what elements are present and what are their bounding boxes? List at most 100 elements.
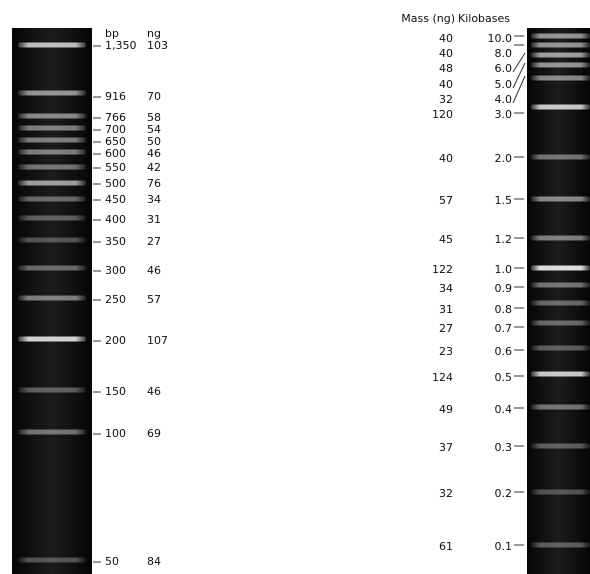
- size-label: 200: [105, 334, 126, 347]
- mass-label: 70: [147, 90, 161, 103]
- size-label: 1,350: [105, 39, 137, 52]
- band: [531, 266, 590, 271]
- size-label: 300: [105, 264, 126, 277]
- ladder-figure: bp ng Mass (ng) Kilobases 1,350103916707…: [0, 0, 590, 574]
- mass-label: 120: [432, 108, 453, 121]
- mass-label: 45: [439, 233, 453, 246]
- mass-label: 107: [147, 334, 168, 347]
- band: [18, 43, 86, 48]
- mass-label: 42: [147, 161, 161, 174]
- size-label: 350: [105, 235, 126, 248]
- band: [18, 181, 86, 186]
- mass-label: 46: [147, 264, 161, 277]
- band: [18, 165, 86, 170]
- band: [18, 91, 86, 96]
- mass-label: 46: [147, 385, 161, 398]
- size-label: 4.0: [495, 93, 513, 106]
- band: [18, 138, 86, 143]
- band: [531, 34, 590, 39]
- size-label: 1.5: [495, 194, 513, 207]
- band: [531, 236, 590, 241]
- size-label: 50: [105, 555, 119, 568]
- band: [531, 490, 590, 495]
- mass-label: 34: [147, 193, 161, 206]
- size-label: 0.6: [495, 345, 513, 358]
- size-label: 0.4: [495, 403, 513, 416]
- mass-label: 27: [147, 235, 161, 248]
- mass-label: 122: [432, 263, 453, 276]
- mass-label: 124: [432, 371, 453, 384]
- mass-label: 23: [439, 345, 453, 358]
- size-label: 916: [105, 90, 126, 103]
- mass-label: 40: [439, 47, 453, 60]
- band: [18, 126, 86, 131]
- band: [531, 372, 590, 377]
- size-label: 0.9: [495, 282, 513, 295]
- mass-label: 34: [439, 282, 453, 295]
- mass-label: 49: [439, 403, 453, 416]
- band: [531, 444, 590, 449]
- mass-label: 103: [147, 39, 168, 52]
- band: [531, 346, 590, 351]
- size-label: 0.8: [495, 303, 513, 316]
- band: [531, 76, 590, 81]
- band: [531, 53, 590, 58]
- size-label: 150: [105, 385, 126, 398]
- band: [531, 301, 590, 306]
- mass-label: 27: [439, 322, 453, 335]
- size-label: 0.3: [495, 441, 513, 454]
- mass-label: 57: [147, 293, 161, 306]
- band: [18, 216, 86, 221]
- mass-label: 69: [147, 427, 161, 440]
- gel-lane: [12, 28, 92, 574]
- size-label: 5.0: [495, 78, 513, 91]
- mass-label: 57: [439, 194, 453, 207]
- mass-label: 37: [439, 441, 453, 454]
- mass-label: 40: [439, 32, 453, 45]
- size-label: 250: [105, 293, 126, 306]
- band: [18, 296, 86, 301]
- size-label: 500: [105, 177, 126, 190]
- band: [531, 63, 590, 68]
- mass-label: 40: [439, 78, 453, 91]
- band: [18, 197, 86, 202]
- size-label: 0.1: [495, 540, 513, 553]
- size-label: 3.0: [495, 108, 513, 121]
- size-label: 2.0: [495, 152, 513, 165]
- band: [531, 155, 590, 160]
- size-label: 0.5: [495, 371, 513, 384]
- size-label: 1.2: [495, 233, 513, 246]
- size-label: 10.0: [488, 32, 513, 45]
- band: [531, 197, 590, 202]
- mass-label: 46: [147, 147, 161, 160]
- header: Kilobases: [458, 12, 510, 25]
- band: [531, 405, 590, 410]
- mass-label: 48: [439, 62, 453, 75]
- mass-label: 61: [439, 540, 453, 553]
- leader: [513, 76, 525, 103]
- band: [18, 150, 86, 155]
- size-label: 450: [105, 193, 126, 206]
- mass-label: 31: [439, 303, 453, 316]
- mass-label: 32: [439, 93, 453, 106]
- band: [18, 558, 86, 563]
- mass-label: 31: [147, 213, 161, 226]
- size-label: 550: [105, 161, 126, 174]
- leader: [513, 53, 525, 72]
- mass-label: 32: [439, 487, 453, 500]
- band: [531, 105, 590, 110]
- size-label: 8.0: [495, 47, 513, 60]
- size-label: 1.0: [495, 263, 513, 276]
- size-label: 100: [105, 427, 126, 440]
- size-label: 600: [105, 147, 126, 160]
- size-label: 0.7: [495, 322, 513, 335]
- band: [531, 321, 590, 326]
- band: [18, 337, 86, 342]
- band: [18, 114, 86, 119]
- mass-label: 40: [439, 152, 453, 165]
- header: Mass (ng): [401, 12, 455, 25]
- mass-label: 76: [147, 177, 161, 190]
- leader: [513, 63, 525, 88]
- band: [531, 543, 590, 548]
- mass-label: 84: [147, 555, 161, 568]
